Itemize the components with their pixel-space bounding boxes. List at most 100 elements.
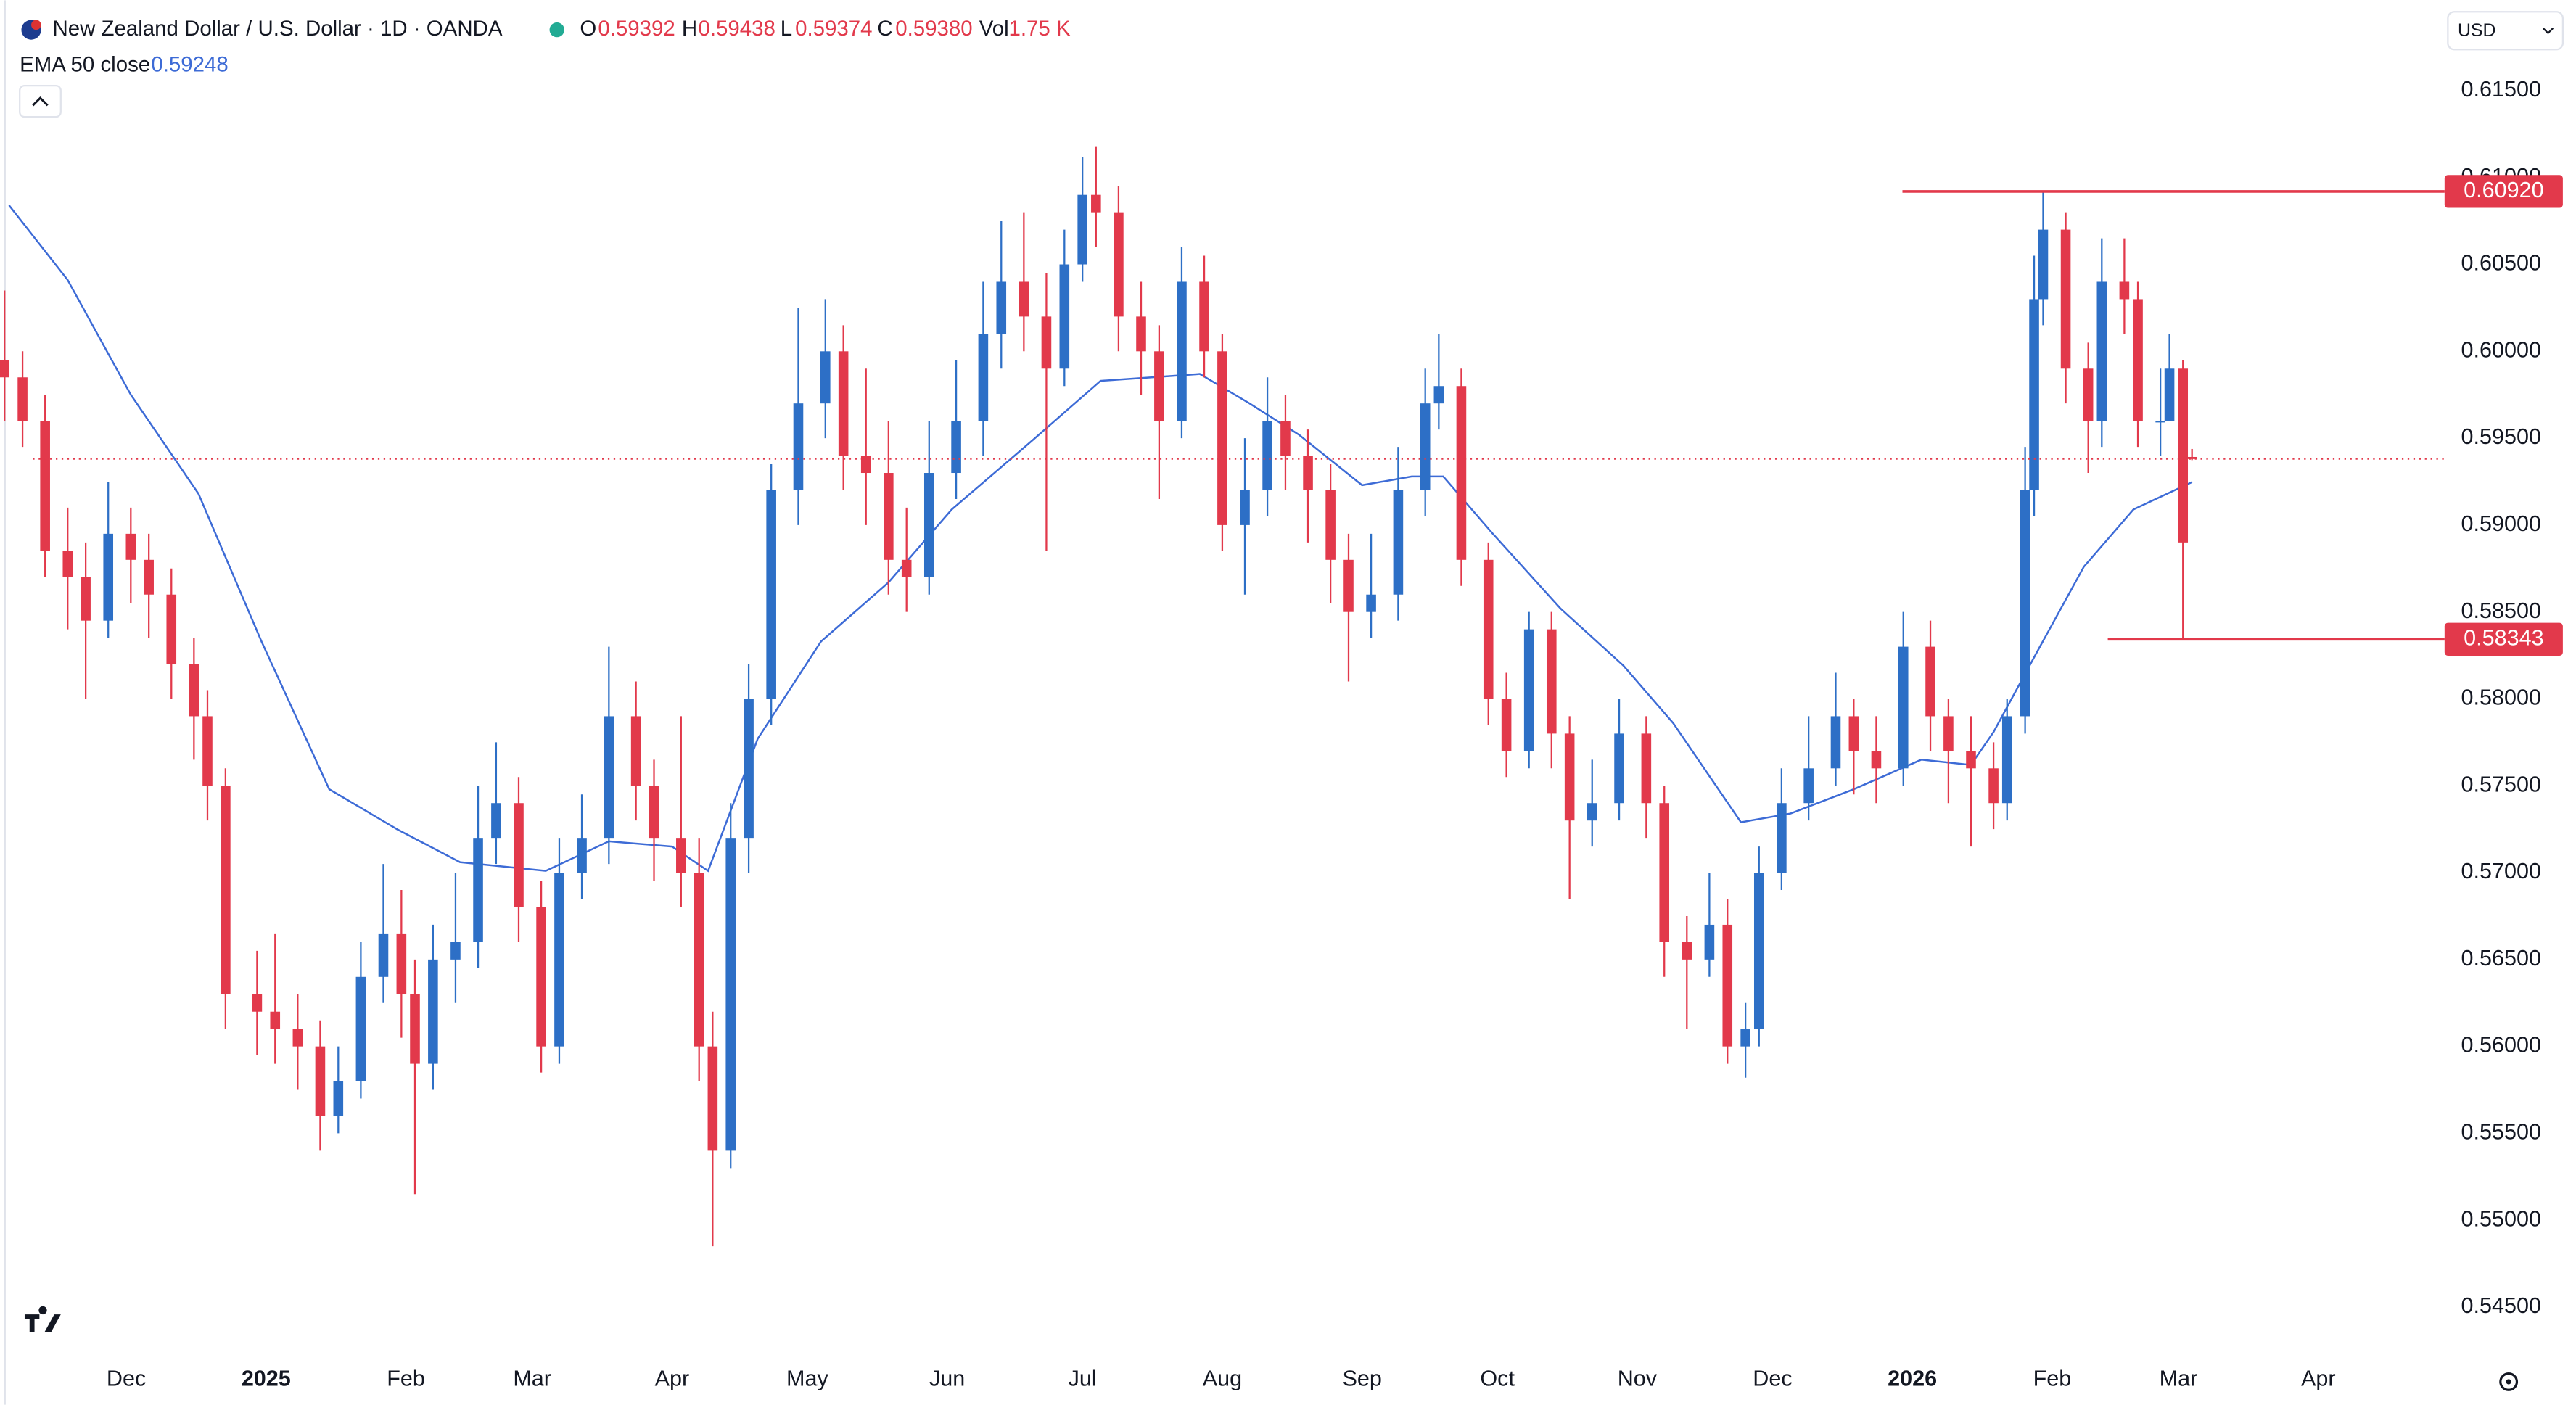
- candle-body: [577, 838, 587, 873]
- symbol-title: New Zealand Dollar / U.S. Dollar · 1D · …: [52, 17, 502, 41]
- candle-body: [1830, 716, 1841, 769]
- currency-label: USD: [2458, 20, 2496, 41]
- candle-body: [1483, 559, 1494, 699]
- candle-body: [630, 716, 641, 786]
- x-tick-label: May: [786, 1367, 828, 1391]
- candle-body: [1587, 803, 1597, 821]
- candle-body: [1988, 768, 1999, 804]
- x-tick-label: Feb: [2033, 1367, 2072, 1391]
- candle-body: [1564, 733, 1575, 821]
- x-tick-label: Jun: [929, 1367, 965, 1391]
- x-tick-label: Sep: [1342, 1367, 1381, 1391]
- candle-body: [1898, 646, 1909, 769]
- candle-body: [604, 716, 614, 839]
- candle-body: [1199, 281, 1209, 352]
- x-tick-label: Mar: [513, 1367, 551, 1391]
- candle-body: [410, 994, 420, 1064]
- candle-body: [1943, 716, 1954, 751]
- candle-body: [450, 942, 461, 960]
- settings-icon-dot: [2506, 1379, 2511, 1385]
- candle-body: [860, 456, 871, 474]
- candle-body: [978, 334, 989, 421]
- candle-body: [144, 559, 154, 595]
- x-tick-label: Apr: [655, 1367, 690, 1391]
- candle-body: [649, 786, 659, 839]
- candle-body: [1091, 194, 1101, 213]
- y-tick-label: 0.57000: [2461, 859, 2540, 883]
- candle-body: [1753, 873, 1764, 1029]
- candle-body: [793, 403, 804, 490]
- candle-body: [1019, 281, 1029, 317]
- currency-button[interactable]: [2447, 11, 2564, 51]
- candle-body: [2060, 229, 2071, 369]
- candle-body: [1848, 716, 1859, 751]
- indicator-value: 0.59248: [151, 53, 228, 77]
- y-tick-label: 0.54500: [2461, 1293, 2540, 1318]
- x-tick-label: Mar: [2160, 1367, 2198, 1391]
- candle-body: [1325, 490, 1336, 560]
- settings-icon[interactable]: [2499, 1372, 2519, 1391]
- candle-body: [1704, 924, 1715, 960]
- y-tick-label: 0.59000: [2461, 511, 2540, 536]
- candle-body: [81, 577, 91, 621]
- y-tick-label: 0.60500: [2461, 251, 2540, 276]
- candle-body: [0, 360, 10, 378]
- x-tick-label: 2026: [1888, 1367, 1937, 1391]
- candle-body: [820, 351, 831, 404]
- candle-body: [396, 933, 407, 994]
- candle-body: [1456, 386, 1467, 560]
- level-label: 0.60920: [2464, 178, 2543, 202]
- ohlc-value: 0.59392: [598, 17, 675, 41]
- candle-body: [1136, 316, 1146, 352]
- candle-body: [491, 803, 501, 839]
- collapse-button[interactable]: [19, 84, 62, 118]
- candle-body: [707, 1046, 718, 1151]
- candle-body: [2038, 229, 2049, 300]
- candle-body: [1871, 751, 1882, 769]
- collapse-chevron: [32, 96, 49, 107]
- candle-body: [838, 351, 849, 456]
- candle-body: [189, 664, 199, 717]
- candle-body: [884, 473, 894, 560]
- candle-body: [1077, 194, 1087, 265]
- plot: 0.615000.610000.605000.600000.595000.590…: [0, 77, 2563, 1391]
- candle-body: [1059, 264, 1070, 369]
- candle-body: [744, 699, 754, 839]
- candle-body: [996, 281, 1007, 334]
- candle-body: [1682, 942, 1692, 960]
- candle-body: [1433, 386, 1444, 404]
- candle-body: [1966, 751, 1976, 769]
- candle-body: [694, 873, 704, 1047]
- candle-body: [1303, 456, 1313, 490]
- candle-body: [1280, 421, 1291, 456]
- x-tick-label: Jul: [1069, 1367, 1097, 1391]
- candle-body: [901, 559, 912, 577]
- y-tick-label: 0.60000: [2461, 337, 2540, 362]
- candle-body: [428, 959, 438, 1064]
- level-label-box: [2444, 175, 2563, 208]
- candle-body: [378, 933, 389, 977]
- candle-body: [221, 786, 231, 994]
- candle-body: [17, 377, 28, 421]
- level-label-box: [2444, 622, 2563, 656]
- candle-body: [166, 594, 177, 664]
- candle-body: [1393, 490, 1404, 595]
- ohlc-value: 0.59380: [895, 17, 972, 41]
- ohlc-value: 0.59374: [795, 17, 872, 41]
- candle-body: [473, 838, 483, 942]
- ohlc-value: 0.59438: [698, 17, 775, 41]
- candle-body: [292, 1029, 303, 1047]
- candle-body: [554, 873, 564, 1047]
- x-tick-label: Dec: [1753, 1367, 1792, 1391]
- candle-body: [676, 838, 686, 873]
- candle-body: [1420, 403, 1431, 490]
- candle-body: [1041, 316, 1052, 369]
- candle-body: [2001, 716, 2012, 804]
- candle-body: [514, 803, 524, 907]
- logo: [24, 1306, 61, 1333]
- candle-body: [2164, 368, 2175, 421]
- candle-body: [1925, 646, 1935, 717]
- flag-icon-dot: [31, 20, 41, 30]
- candle-body: [1641, 733, 1652, 804]
